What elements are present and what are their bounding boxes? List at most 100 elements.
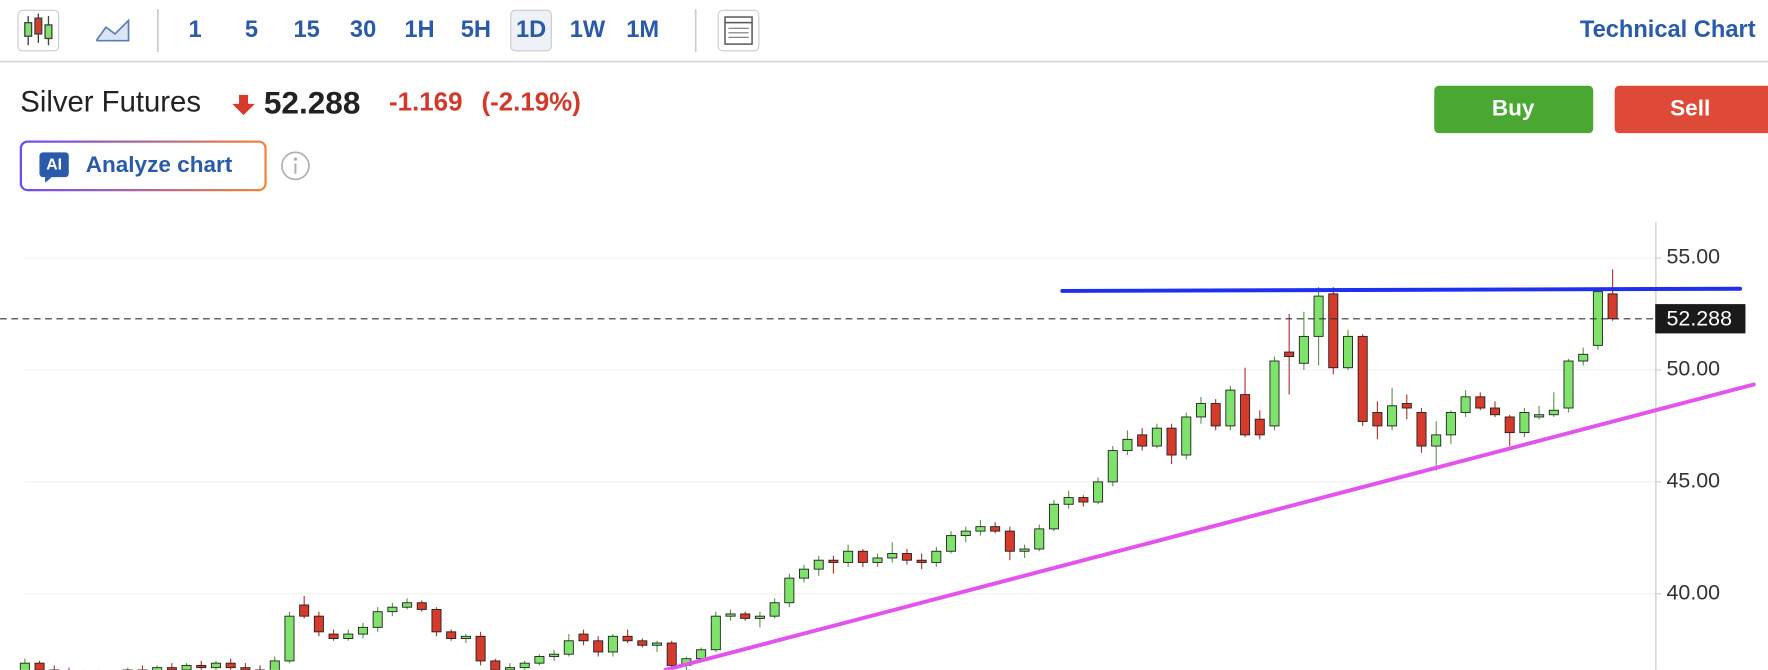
candle-body	[1078, 497, 1089, 503]
y-tick-label: 45.00	[1667, 469, 1721, 493]
candle-body	[1195, 403, 1206, 418]
candle-body	[901, 553, 912, 561]
candle-body	[1181, 416, 1192, 456]
candle-body	[166, 667, 177, 670]
interval-button[interactable]: 30	[350, 17, 376, 43]
trendline	[663, 382, 1756, 670]
active-interval-box	[510, 9, 552, 52]
instrument-price: 52.288	[264, 84, 361, 120]
candle-body	[607, 635, 618, 653]
candle-body	[1431, 434, 1442, 447]
candle-body	[666, 642, 677, 666]
candle-body	[1004, 530, 1015, 552]
candle-body	[1445, 412, 1456, 436]
candle-body	[1137, 434, 1148, 447]
candle-body	[887, 553, 898, 559]
interval-button[interactable]: 5H	[461, 17, 491, 43]
candle-body	[284, 615, 295, 662]
candles-icon	[24, 13, 53, 46]
candle-body	[1342, 335, 1353, 369]
sell-button[interactable]	[1614, 85, 1768, 134]
interval-button[interactable]: 1	[188, 17, 201, 43]
candle-body	[1048, 503, 1059, 530]
down-arrow	[232, 94, 255, 116]
candle-body	[857, 550, 868, 563]
candle-body	[1416, 412, 1427, 447]
candle-body	[475, 635, 486, 662]
candle-body	[372, 611, 383, 628]
candle-body	[1387, 405, 1398, 427]
candle-body	[593, 640, 604, 653]
candle-body	[549, 653, 560, 657]
candle-body	[710, 615, 721, 651]
chart: 40.00 45.00 50.00 55.00 52.288	[0, 222, 1756, 670]
candle-body	[328, 633, 339, 639]
candle-body	[652, 642, 663, 646]
candle-body	[813, 559, 824, 570]
candle-body	[343, 633, 354, 639]
candle-body	[1210, 403, 1221, 427]
candle-body	[1093, 481, 1104, 503]
candle-body	[872, 557, 883, 563]
candle-body	[1563, 360, 1574, 409]
candle-body	[1328, 293, 1339, 369]
candle-body	[960, 530, 971, 537]
candle-body	[1534, 414, 1545, 418]
candle-body	[563, 640, 574, 655]
last-price-box	[1655, 304, 1746, 334]
header: Silver Futures 52.288 -1.169 (-2.19%) Bu…	[19, 84, 1768, 192]
candle-body	[196, 664, 207, 669]
candle-body	[1504, 416, 1515, 434]
info-icon[interactable]	[281, 151, 310, 181]
candle-body	[1607, 293, 1618, 320]
candle-body	[1548, 409, 1559, 416]
trendlines	[663, 286, 1756, 670]
buy-button[interactable]	[1434, 85, 1594, 134]
candle-body	[828, 559, 839, 563]
candle-body	[754, 615, 765, 619]
candle-body	[740, 613, 751, 619]
candle-body	[225, 662, 236, 669]
candle-body	[1489, 407, 1501, 416]
area-icon[interactable]	[96, 18, 130, 42]
price-change-percent: (-2.19%)	[481, 89, 580, 117]
candle-body	[1357, 335, 1368, 422]
last-price-label: 52.288	[1667, 307, 1732, 331]
intervals: 1 5 15 30 1H 5H 1D 1W 1M	[188, 9, 659, 52]
candle-body	[402, 602, 413, 608]
analyze-chart-label[interactable]: Analyze chart	[86, 152, 233, 177]
interval-button[interactable]: 15	[294, 17, 320, 43]
candle-body	[784, 577, 795, 604]
candle-body	[1284, 351, 1295, 357]
y-tick-label: 55.00	[1667, 245, 1721, 269]
interval-button[interactable]: 1M	[626, 17, 659, 43]
interval-button[interactable]: 1H	[404, 17, 434, 43]
layout-icon[interactable]	[717, 9, 760, 52]
candle-body	[1298, 335, 1309, 364]
candle-body	[725, 613, 736, 617]
analyze-chart-button[interactable]	[19, 140, 267, 192]
interval-button[interactable]: 1W	[570, 17, 606, 43]
candle-body	[1460, 396, 1471, 413]
candle-body	[299, 604, 310, 617]
candle-body	[357, 626, 368, 635]
interval-button[interactable]: 5	[245, 17, 258, 43]
candle-body	[799, 568, 810, 579]
y-tick-label: 40.00	[1667, 580, 1721, 604]
candle-body	[504, 667, 516, 670]
instrument-name: Silver Futures	[20, 86, 201, 119]
interval-button[interactable]: 1D	[516, 17, 546, 43]
ai-badge	[39, 152, 69, 178]
candle-body	[1254, 418, 1265, 436]
candle-body	[843, 550, 854, 563]
candle-body	[1519, 412, 1530, 434]
buy-label[interactable]: Buy	[1492, 95, 1535, 120]
technical-chart-link[interactable]: Technical Chart	[1580, 17, 1756, 43]
price-change: -1.169	[389, 89, 463, 117]
candle-body	[519, 662, 530, 669]
candle-body	[1578, 353, 1589, 362]
sell-label[interactable]: Sell	[1670, 95, 1710, 120]
ai-badge-text: AI	[46, 156, 62, 173]
candle-body	[622, 635, 633, 642]
candle-body	[431, 609, 442, 633]
